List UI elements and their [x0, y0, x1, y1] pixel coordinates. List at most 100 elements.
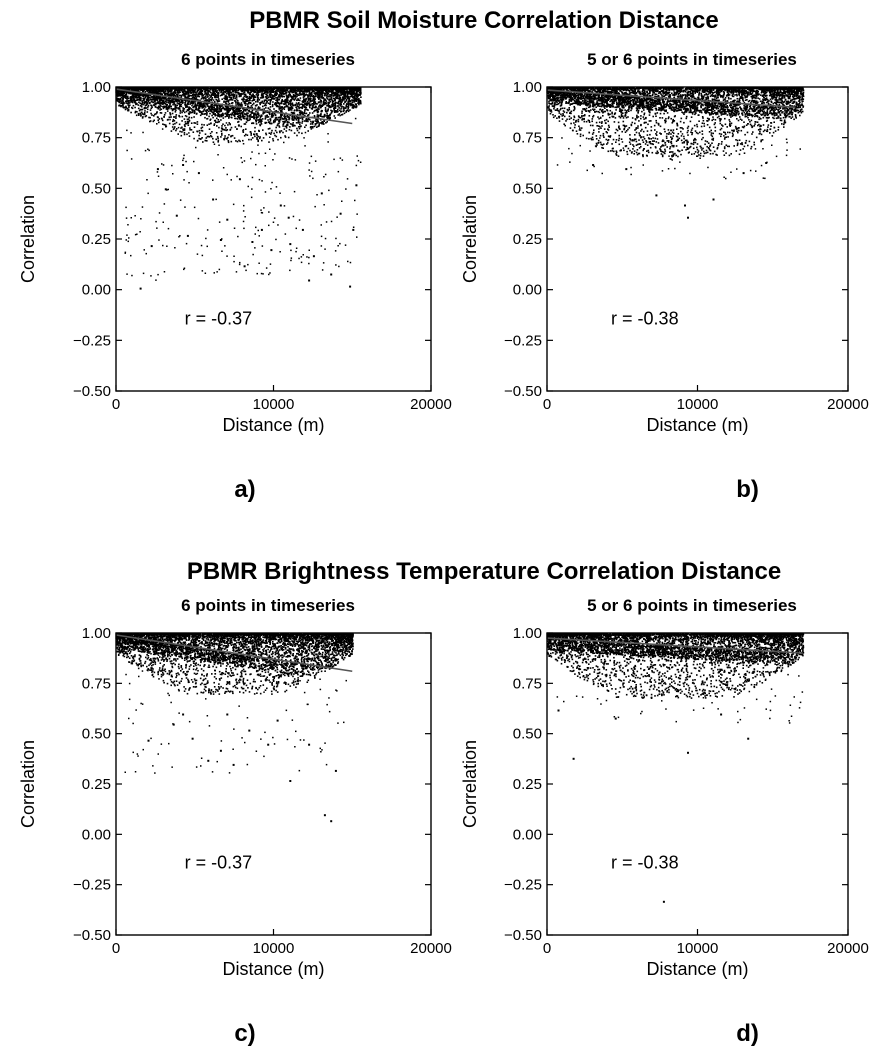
scatter-point: [209, 98, 212, 101]
scatter-point: [187, 103, 190, 105]
scatter-point: [246, 134, 249, 136]
scatter-point: [251, 87, 253, 89]
scatter-point: [319, 115, 322, 117]
scatter-point: [298, 88, 300, 90]
scatter-point: [188, 120, 190, 123]
scatter-point: [204, 93, 206, 95]
scatter-point: [271, 91, 274, 93]
scatter-point: [142, 97, 144, 100]
scatter-point: [309, 94, 312, 96]
scatter-point: [185, 110, 188, 113]
scatter-point: [136, 111, 138, 113]
scatter-point: [127, 108, 130, 111]
scatter-point: [360, 102, 362, 105]
scatter-point: [227, 91, 230, 94]
scatter-point: [249, 99, 251, 102]
scatter-point: [184, 95, 186, 97]
scatter-point: [231, 102, 234, 104]
scatter-point: [131, 92, 133, 95]
scatter-point: [132, 104, 135, 107]
scatter-point: [142, 87, 144, 89]
scatter-point: [324, 108, 327, 111]
scatter-point: [301, 117, 304, 120]
scatter-point: [225, 94, 227, 97]
scatter-point: [212, 99, 215, 101]
scatter-point: [174, 106, 177, 108]
scatter-point: [341, 98, 343, 101]
scatter-point: [320, 113, 322, 116]
scatter-point: [217, 121, 220, 123]
scatter-point: [174, 92, 176, 94]
scatter-point: [241, 88, 243, 90]
scatter-point: [175, 121, 178, 124]
scatter-point: [270, 87, 272, 89]
scatter-point: [140, 114, 142, 116]
scatter-point: [188, 107, 190, 109]
scatter-point: [296, 115, 298, 118]
scatter-point: [135, 114, 138, 117]
scatter-point: [300, 110, 302, 112]
scatter-point: [137, 89, 140, 92]
scatter-point: [238, 112, 241, 115]
scatter-point: [191, 100, 194, 102]
scatter-point: [233, 137, 236, 139]
scatter-point: [298, 111, 301, 114]
scatter-point: [342, 87, 344, 89]
scatter-point: [179, 112, 182, 114]
scatter-point: [116, 92, 118, 94]
scatter-point: [178, 100, 180, 102]
scatter-point: [230, 135, 232, 138]
scatter-point: [358, 102, 360, 104]
scatter-point: [159, 93, 161, 96]
scatter-point: [317, 125, 320, 128]
scatter-point: [211, 97, 214, 99]
scatter-point: [271, 114, 273, 117]
scatter-point: [266, 94, 269, 97]
scatter-point: [135, 103, 138, 105]
scatter-point: [217, 112, 219, 114]
scatter-point: [298, 127, 301, 130]
scatter-point: [167, 94, 170, 96]
scatter-point: [270, 133, 272, 135]
scatter-point: [315, 91, 317, 94]
scatter-point: [278, 104, 281, 106]
scatter-point: [319, 122, 322, 124]
scatter-point: [194, 87, 197, 89]
scatter-point: [201, 111, 203, 113]
scatter-point: [209, 108, 211, 110]
scatter-point: [178, 87, 180, 89]
scatter-point: [176, 94, 179, 97]
scatter-point: [303, 120, 306, 122]
scatter-point: [254, 113, 256, 116]
scatter-point: [151, 101, 154, 103]
scatter-point: [120, 90, 122, 93]
scatter-point: [274, 118, 276, 121]
scatter-point: [181, 111, 183, 114]
scatter-point: [183, 95, 185, 97]
scatter-point: [216, 121, 219, 124]
scatter-point: [341, 105, 343, 108]
scatter-point: [244, 115, 246, 118]
scatter-point: [256, 100, 259, 102]
scatter-point: [272, 101, 274, 103]
scatter-point: [116, 97, 118, 99]
scatter-point: [159, 87, 162, 89]
scatter-point: [356, 93, 359, 96]
scatter-point: [223, 108, 226, 111]
scatter-point: [187, 124, 190, 126]
scatter-point: [226, 107, 229, 109]
scatter-point: [215, 98, 217, 101]
scatter-point: [179, 130, 181, 133]
scatter-point: [201, 123, 203, 126]
scatter-point: [220, 88, 223, 91]
scatter-point: [349, 100, 352, 102]
scatter-point: [227, 141, 230, 144]
scatter-point: [313, 98, 315, 101]
scatter-point: [249, 106, 252, 109]
scatter-point: [229, 113, 232, 116]
scatter-point: [259, 88, 261, 91]
scatter-point: [250, 134, 252, 136]
scatter-point: [352, 107, 355, 109]
scatter-point: [221, 134, 223, 136]
scatter-point: [130, 98, 133, 101]
